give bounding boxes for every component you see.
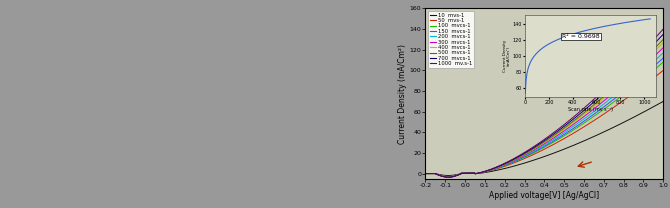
Legend: 10  mvs-1, 50  mvs-1, 100  mvcs-1, 150  mvcs-1, 200  mvcs-1, 300  mvcs-1, 400  m: 10 mvs-1, 50 mvs-1, 100 mvcs-1, 150 mvcs… <box>428 11 474 68</box>
Y-axis label: Current Density (mA/Cm²): Current Density (mA/Cm²) <box>398 44 407 144</box>
X-axis label: Applied voltage[V] [Ag/AgCl]: Applied voltage[V] [Ag/AgCl] <box>489 191 600 200</box>
